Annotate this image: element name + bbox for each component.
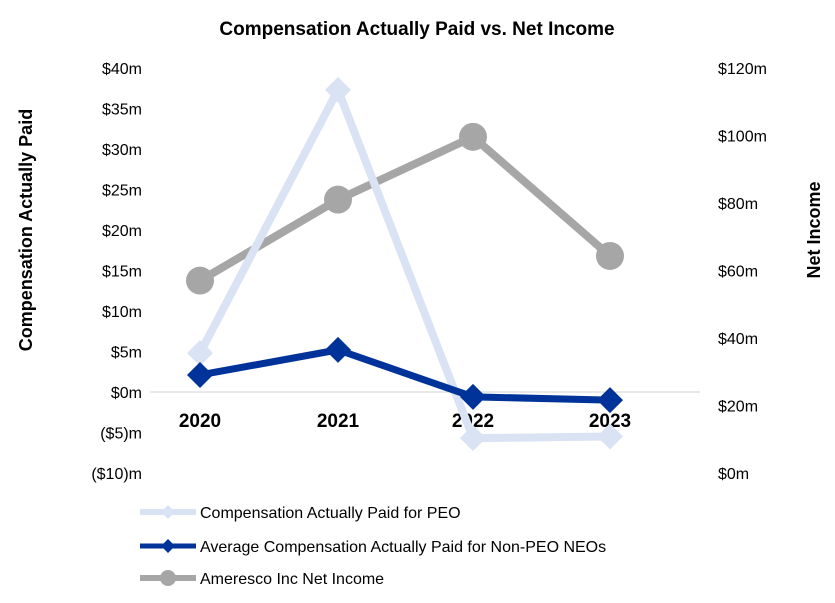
left-tick-label: $25m xyxy=(102,183,142,200)
data-point xyxy=(187,361,213,388)
category-label: 2023 xyxy=(589,411,631,432)
left-tick-label: $0m xyxy=(111,385,142,402)
left-tick-label: $30m xyxy=(102,142,142,159)
data-point xyxy=(460,425,486,452)
chart-title: Compensation Actually Paid vs. Net Incom… xyxy=(219,19,614,40)
legend-item: Ameresco Inc Net Income xyxy=(140,570,384,588)
right-tick-label: $100m xyxy=(718,129,767,146)
data-point xyxy=(459,122,487,151)
right-tick-label: $20m xyxy=(718,399,758,416)
legend-marker xyxy=(161,505,175,519)
right-tick-label: $0m xyxy=(718,466,749,483)
data-point xyxy=(325,336,351,363)
legend-label: Compensation Actually Paid for PEO xyxy=(200,505,461,522)
left-tick-label: $15m xyxy=(102,264,142,281)
right-tick-label: $60m xyxy=(718,264,758,281)
series-line xyxy=(196,85,611,443)
left-axis-label: Compensation Actually Paid xyxy=(16,109,36,351)
left-tick-label: $10m xyxy=(102,304,142,321)
legend-marker xyxy=(161,539,175,553)
data-point xyxy=(325,76,351,103)
data-point xyxy=(596,241,624,270)
data-point xyxy=(187,340,213,367)
series-line xyxy=(199,346,611,404)
data-point xyxy=(597,387,623,414)
series-1 xyxy=(187,336,623,414)
left-tick-label: $35m xyxy=(102,102,142,119)
right-tick-label: $40m xyxy=(718,331,758,348)
right-axis-label: Net Income xyxy=(804,181,824,278)
left-tick-label: ($5)m xyxy=(100,426,142,443)
data-point xyxy=(460,383,486,410)
data-point xyxy=(324,185,352,214)
left-tick-label: $20m xyxy=(102,223,142,240)
data-point xyxy=(597,423,623,450)
data-point xyxy=(186,266,214,295)
series-2 xyxy=(186,122,624,295)
left-tick-label: ($10)m xyxy=(91,466,142,483)
legend-item: Average Compensation Actually Paid for N… xyxy=(140,539,606,556)
legend-marker xyxy=(160,570,176,586)
category-label: 2021 xyxy=(317,411,360,432)
series-0 xyxy=(187,76,623,452)
legend-label: Ameresco Inc Net Income xyxy=(200,571,384,588)
right-tick-label: $120m xyxy=(718,61,767,78)
left-tick-label: $5m xyxy=(111,345,142,362)
legend-item: Compensation Actually Paid for PEO xyxy=(140,505,461,522)
series-line xyxy=(197,132,613,285)
left-tick-label: $40m xyxy=(102,61,142,78)
category-label: 2020 xyxy=(179,411,221,432)
right-tick-label: $80m xyxy=(718,196,758,213)
legend-label: Average Compensation Actually Paid for N… xyxy=(200,539,606,556)
